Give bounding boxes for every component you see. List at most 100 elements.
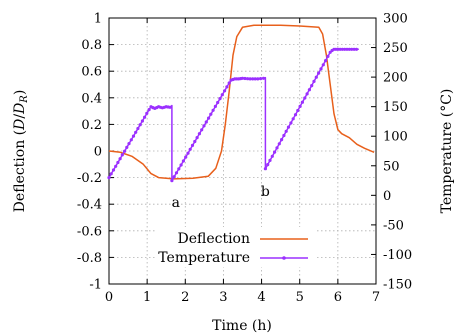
series-point-temperature	[268, 158, 272, 162]
y-right-tick-label: 300	[383, 12, 408, 27]
y-right-tick-label: 150	[383, 100, 408, 115]
series-point-temperature	[181, 159, 185, 163]
series-point-temperature	[286, 125, 291, 129]
series-point-temperature	[350, 47, 354, 51]
series-point-temperature	[188, 147, 192, 151]
y-left-tick-label: 0.8	[81, 38, 102, 53]
series-lines	[107, 24, 375, 183]
series-point-temperature	[184, 155, 188, 159]
x-tick-label: 6	[334, 290, 342, 305]
legend-background	[156, 227, 316, 267]
y-right-tick-label: -100	[383, 248, 412, 263]
y-right-tick-label: 50	[383, 159, 400, 174]
y-left-tick-label: 0	[94, 145, 102, 160]
series-point-temperature	[174, 171, 179, 175]
series-point-temperature	[204, 120, 208, 124]
series-point-temperature	[300, 100, 304, 104]
legend-marker-temperature	[282, 256, 286, 260]
series-point-temperature	[138, 123, 142, 127]
tick-labels: 0 1 2 3 4 5 6 7 -1 -0.8 -0.6 -0.4 -0.2 0 0.2 0.4 0.6 0.8 1…	[77, 12, 412, 306]
series-point-temperature	[114, 164, 118, 168]
series-point-temperature	[197, 132, 201, 136]
series-point-temperature	[116, 160, 120, 165]
series-point-temperature	[305, 92, 309, 96]
series-point-temperature	[213, 104, 217, 108]
legend-label-deflection: Deflection	[177, 231, 250, 247]
y-right-tick-label: 250	[383, 41, 408, 56]
series-point-temperature	[298, 104, 302, 108]
series-point-temperature	[343, 47, 347, 51]
series-point-temperature	[324, 59, 328, 63]
series-point-temperature	[134, 130, 138, 134]
series-point-temperature	[168, 105, 172, 109]
y-left-axis-title: Deflection (D/DR)	[12, 90, 30, 213]
series-point-temperature	[209, 112, 213, 116]
series-point-temperature	[136, 126, 140, 131]
series-point-temperature	[179, 163, 183, 167]
x-tick-label: 2	[181, 290, 189, 305]
y-left-tick-label: 1	[94, 12, 102, 27]
series-point-temperature	[273, 150, 277, 154]
legend-label-temperature: Temperature	[158, 250, 250, 266]
series-point-temperature	[340, 47, 344, 51]
series-point-temperature	[218, 97, 222, 101]
y-right-tick-label: 100	[383, 130, 408, 145]
series-point-temperature	[243, 76, 247, 81]
series-point-temperature	[190, 143, 195, 147]
y-left-tick-label: -0.8	[77, 251, 102, 266]
series-point-temperature	[345, 47, 349, 51]
y-right-axis-title: Temperature (°C)	[439, 89, 455, 214]
series-point-temperature	[140, 119, 144, 123]
series-point-temperature	[172, 175, 176, 179]
y-right-tick-label: 200	[383, 71, 408, 86]
annotation-label-a: a	[172, 195, 180, 211]
series-point-temperature	[120, 153, 124, 157]
series-point-temperature	[227, 81, 231, 85]
series-point-temperature	[143, 115, 147, 119]
series-point-temperature	[317, 71, 321, 75]
series-point-temperature	[310, 84, 314, 88]
series-point-temperature	[211, 108, 215, 112]
series-point-temperature	[111, 168, 116, 172]
series-point-temperature	[319, 67, 323, 71]
x-tick-label: 3	[219, 290, 227, 305]
series-line-deflection	[108, 24, 375, 180]
series-point-temperature	[200, 128, 204, 132]
series-point-temperature	[289, 121, 293, 125]
series-point-temperature	[259, 77, 263, 81]
x-tick-label: 0	[105, 290, 113, 305]
series-point-temperature	[129, 138, 133, 142]
series-point-temperature	[338, 47, 342, 51]
series-point-temperature	[303, 96, 307, 100]
series-point-temperature	[123, 149, 127, 153]
series-point-temperature	[202, 124, 206, 128]
series-point-temperature	[347, 47, 351, 51]
series-point-temperature	[248, 77, 252, 81]
series-point-temperature	[225, 85, 229, 89]
series-point-temperature	[321, 63, 325, 67]
series-point-temperature	[170, 179, 174, 183]
series-point-temperature	[270, 154, 274, 158]
series-point-temperature	[261, 76, 266, 80]
series-point-temperature	[109, 172, 113, 176]
series-point-temperature	[296, 108, 300, 113]
series-point-temperature	[131, 134, 136, 138]
series-point-temperature	[307, 88, 311, 92]
series-point-temperature	[312, 79, 316, 83]
series-point-temperature	[195, 136, 199, 140]
series-point-temperature	[223, 89, 227, 93]
series-point-temperature	[207, 116, 211, 120]
y-right-tick-label: -150	[383, 278, 412, 293]
series-point-temperature	[216, 100, 220, 105]
y-left-tick-label: -0.6	[77, 224, 102, 239]
y-left-tick-label: 0.4	[81, 91, 102, 106]
series-point-temperature	[263, 167, 267, 171]
y-right-tick-label: 0	[383, 189, 391, 204]
series-point-temperature	[127, 142, 131, 146]
series-point-temperature	[251, 77, 255, 81]
y-left-tick-label: 0.6	[81, 65, 102, 80]
y-left-tick-label: -0.2	[77, 171, 102, 186]
legend: Deflection Temperature	[156, 227, 316, 267]
series-point-temperature	[256, 77, 260, 81]
